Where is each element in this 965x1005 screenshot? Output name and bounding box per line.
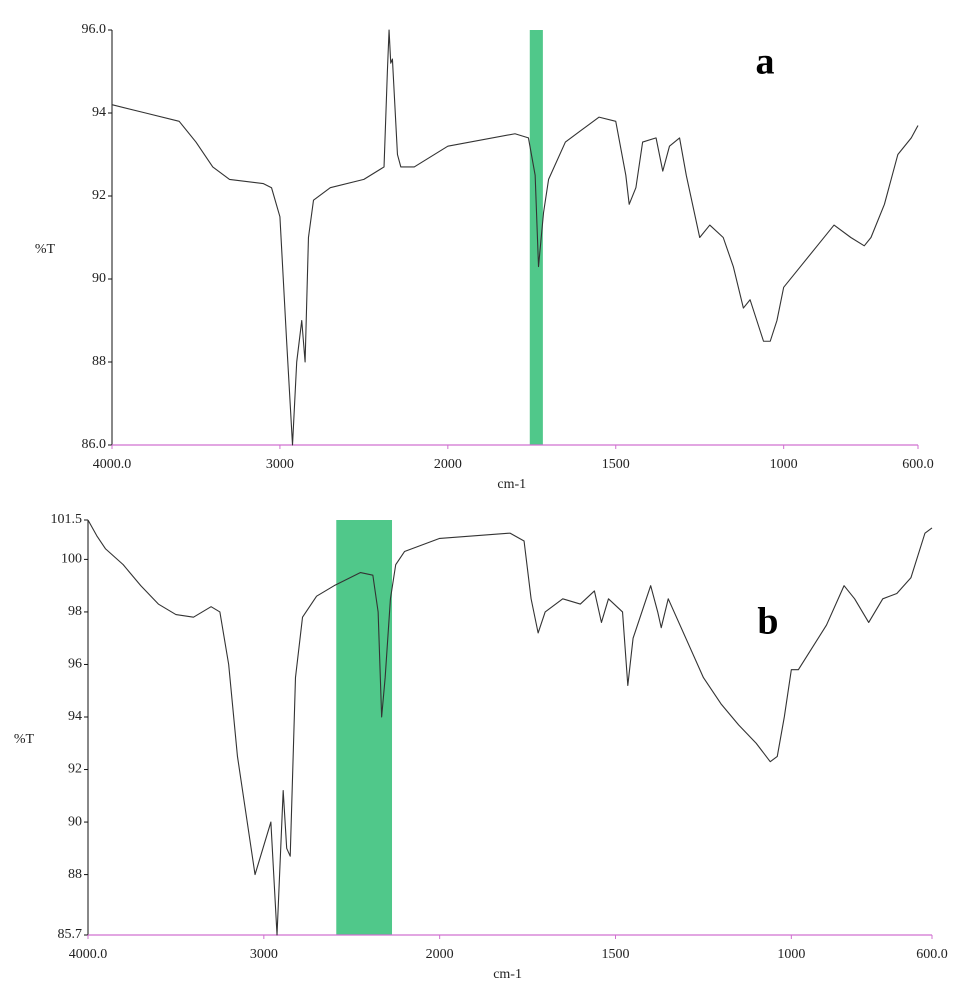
- panel-label: b: [757, 601, 778, 643]
- x-tick-label: 3000: [266, 457, 294, 472]
- y-tick-label: 96.0: [82, 22, 107, 37]
- y-tick-label: 88: [68, 867, 82, 882]
- y-tick-label: 98: [68, 604, 82, 619]
- x-tick-label: 4000.0: [69, 947, 108, 962]
- x-tick-label: 1000: [770, 457, 798, 472]
- x-axis-label: cm-1: [497, 477, 526, 492]
- highlight-band: [336, 520, 393, 935]
- y-tick-label: 88: [92, 354, 106, 369]
- x-tick-label: 600.0: [916, 947, 948, 962]
- y-tick-label: 86.0: [82, 437, 107, 452]
- y-tick-label: 96: [68, 657, 82, 672]
- panel-label: a: [756, 41, 775, 83]
- x-tick-label: 2000: [426, 947, 454, 962]
- x-tick-label: 1500: [602, 457, 630, 472]
- x-tick-label: 1500: [602, 947, 630, 962]
- y-tick-label: 100: [61, 552, 82, 567]
- y-tick-label: 90: [68, 814, 82, 829]
- highlight-band: [529, 30, 543, 445]
- y-axis-label: %T: [14, 732, 35, 747]
- y-tick-label: 92: [92, 188, 106, 203]
- x-tick-label: 600.0: [902, 457, 934, 472]
- spectrum-line: [87, 519, 933, 936]
- y-tick-label: 101.5: [51, 512, 83, 527]
- y-tick-label: 90: [92, 271, 106, 286]
- x-axis-label: cm-1: [493, 967, 522, 982]
- x-tick-label: 4000.0: [93, 457, 132, 472]
- y-tick-label: 92: [68, 762, 82, 777]
- y-tick-label: 85.7: [58, 927, 83, 942]
- y-tick-label: 94: [92, 105, 106, 120]
- spectrum-line: [111, 29, 919, 446]
- y-tick-label: 94: [68, 709, 82, 724]
- x-tick-label: 2000: [434, 457, 462, 472]
- x-tick-label: 3000: [250, 947, 278, 962]
- x-tick-label: 1000: [777, 947, 805, 962]
- y-axis-label: %T: [35, 242, 56, 257]
